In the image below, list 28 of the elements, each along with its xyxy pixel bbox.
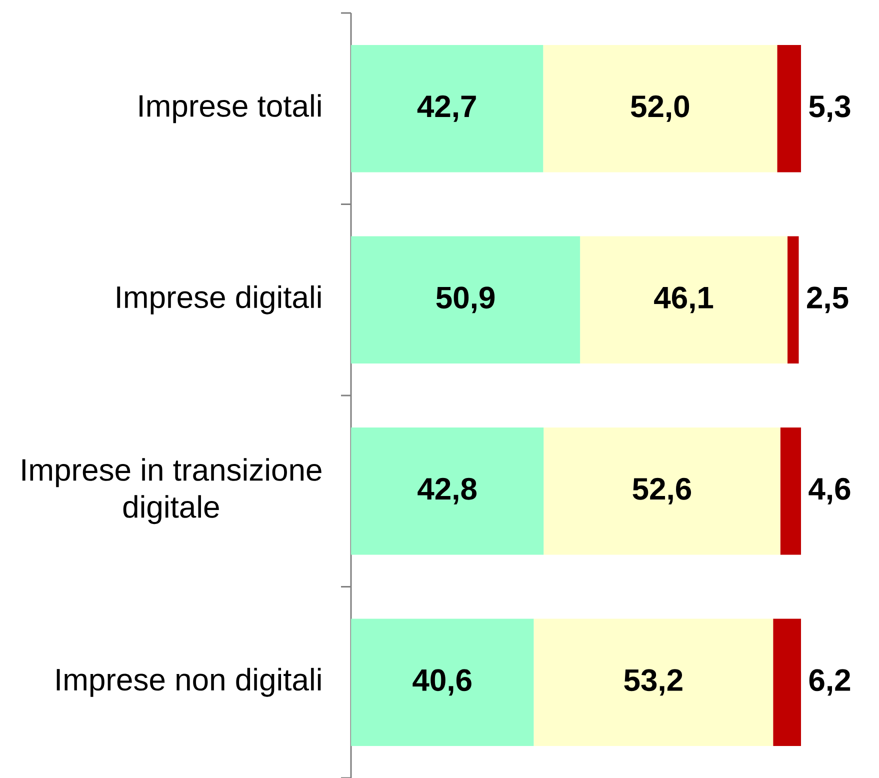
data-label: 42,7 [417, 95, 476, 122]
data-label: 4,6 [808, 478, 850, 504]
y-tick-label: Imprese in transizione digitale [22, 458, 322, 524]
data-label: 40,6 [412, 669, 472, 696]
bar [780, 428, 802, 555]
data-label: 46,1 [654, 286, 714, 314]
bar [351, 428, 544, 555]
data-label: 53,2 [624, 669, 682, 696]
bar [544, 428, 780, 555]
bar [351, 45, 544, 172]
bar [534, 618, 774, 746]
data-label: 50,9 [436, 286, 495, 314]
bar [773, 618, 802, 746]
data-label: 5,3 [809, 95, 850, 122]
bar [788, 236, 799, 364]
data-label: 52,6 [632, 478, 692, 504]
y-tick-label: Imprese non digitali [56, 668, 321, 697]
bar [777, 45, 802, 172]
bar [351, 618, 534, 746]
y-tick-label: Imprese digitali [117, 285, 321, 314]
bar [580, 236, 788, 364]
data-label: 2,5 [807, 286, 848, 314]
data-label: 6,2 [809, 669, 850, 696]
y-tick-label: Imprese totali [140, 94, 321, 124]
bar [543, 45, 778, 172]
data-label: 42,8 [418, 478, 477, 504]
data-label: 52,0 [630, 95, 690, 122]
bar [351, 236, 580, 364]
